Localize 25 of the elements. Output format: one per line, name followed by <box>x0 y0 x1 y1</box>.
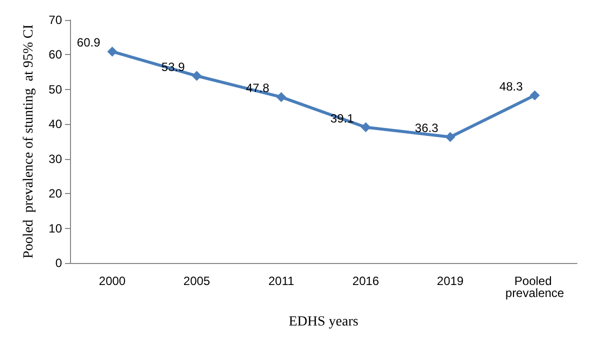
point <box>360 122 371 132</box>
y-tick-label: 50 <box>48 82 62 96</box>
point <box>192 70 202 81</box>
data-label: 60.9 <box>76 36 101 50</box>
point <box>530 90 540 100</box>
x-tick-label: 2016 <box>352 274 380 288</box>
x-axis-title: EDHS years <box>288 314 358 330</box>
data-label: 36.3 <box>414 120 439 135</box>
point <box>107 46 118 57</box>
y-tick-label: 30 <box>48 152 62 166</box>
x-tick-label: Pooled prevalence <box>505 274 564 300</box>
x-tick-label: 2005 <box>183 274 210 288</box>
point <box>445 132 456 142</box>
y-tick-label: 0 <box>55 256 62 270</box>
y-tick-label: 10 <box>48 221 62 236</box>
y-tick-label: 20 <box>48 186 62 201</box>
x-tick-label: 2000 <box>98 274 126 288</box>
point <box>276 92 286 102</box>
y-axis-title: Pooled prevalence of stunting at 95% CI <box>22 24 36 259</box>
x-tick-label: 2011 <box>268 274 294 288</box>
y-tick-label: 70 <box>48 13 62 27</box>
data-label: 48.3 <box>499 79 524 94</box>
x-tick-label: 2019 <box>436 274 464 288</box>
y-tick-label: 40 <box>48 117 62 132</box>
y-tick-label: 60 <box>48 48 62 62</box>
